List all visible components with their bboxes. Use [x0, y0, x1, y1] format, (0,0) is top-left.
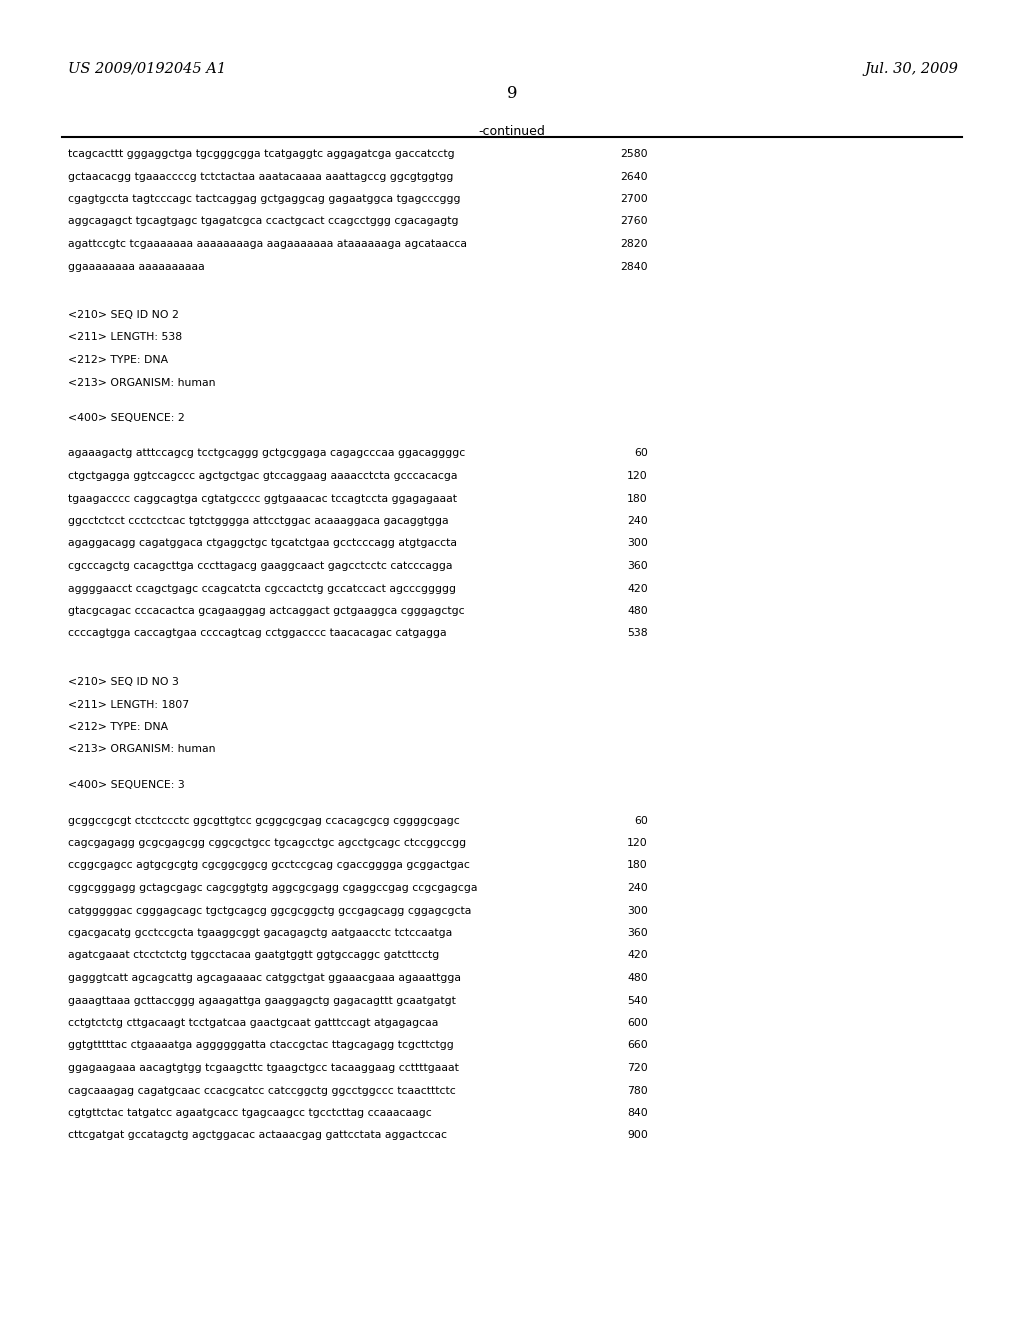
- Text: 840: 840: [628, 1107, 648, 1118]
- Text: aggcagagct tgcagtgagc tgagatcgca ccactgcact ccagcctggg cgacagagtg: aggcagagct tgcagtgagc tgagatcgca ccactgc…: [68, 216, 459, 227]
- Text: 600: 600: [627, 1018, 648, 1028]
- Text: US 2009/0192045 A1: US 2009/0192045 A1: [68, 62, 226, 77]
- Text: agaaagactg atttccagcg tcctgcaggg gctgcggaga cagagcccaa ggacaggggc: agaaagactg atttccagcg tcctgcaggg gctgcgg…: [68, 449, 465, 458]
- Text: 180: 180: [628, 494, 648, 503]
- Text: 2820: 2820: [621, 239, 648, 249]
- Text: ccccagtgga caccagtgaa ccccagtcag cctggacccc taacacagac catgagga: ccccagtgga caccagtgaa ccccagtcag cctggac…: [68, 628, 446, 639]
- Text: cagcaaagag cagatgcaac ccacgcatcc catccggctg ggcctggccc tcaactttctc: cagcaaagag cagatgcaac ccacgcatcc catccgg…: [68, 1085, 456, 1096]
- Text: 120: 120: [628, 838, 648, 847]
- Text: cgtgttctac tatgatcc agaatgcacc tgagcaagcc tgcctcttag ccaaacaagc: cgtgttctac tatgatcc agaatgcacc tgagcaagc…: [68, 1107, 432, 1118]
- Text: <400> SEQUENCE: 2: <400> SEQUENCE: 2: [68, 413, 184, 422]
- Text: 540: 540: [628, 995, 648, 1006]
- Text: 480: 480: [628, 973, 648, 983]
- Text: 2640: 2640: [621, 172, 648, 181]
- Text: 120: 120: [628, 471, 648, 480]
- Text: 9: 9: [507, 84, 517, 102]
- Text: 2760: 2760: [621, 216, 648, 227]
- Text: cgacgacatg gcctccgcta tgaaggcggt gacagagctg aatgaacctc tctccaatga: cgacgacatg gcctccgcta tgaaggcggt gacagag…: [68, 928, 453, 939]
- Text: 300: 300: [627, 906, 648, 916]
- Text: catgggggac cgggagcagc tgctgcagcg ggcgcggctg gccgagcagg cggagcgcta: catgggggac cgggagcagc tgctgcagcg ggcgcgg…: [68, 906, 471, 916]
- Text: agattccgtc tcgaaaaaaa aaaaaaaaga aagaaaaaaa ataaaaaaga agcataacca: agattccgtc tcgaaaaaaa aaaaaaaaga aagaaaa…: [68, 239, 467, 249]
- Text: <213> ORGANISM: human: <213> ORGANISM: human: [68, 378, 215, 388]
- Text: cggcgggagg gctagcgagc cagcggtgtg aggcgcgagg cgaggccgag ccgcgagcga: cggcgggagg gctagcgagc cagcggtgtg aggcgcg…: [68, 883, 477, 894]
- Text: cttcgatgat gccatagctg agctggacac actaaacgag gattcctata aggactccac: cttcgatgat gccatagctg agctggacac actaaac…: [68, 1130, 447, 1140]
- Text: 300: 300: [627, 539, 648, 549]
- Text: ggagaagaaa aacagtgtgg tcgaagcttc tgaagctgcc tacaaggaag ccttttgaaat: ggagaagaaa aacagtgtgg tcgaagcttc tgaagct…: [68, 1063, 459, 1073]
- Text: tcagcacttt gggaggctga tgcgggcgga tcatgaggtc aggagatcga gaccatcctg: tcagcacttt gggaggctga tgcgggcgga tcatgag…: [68, 149, 455, 158]
- Text: cctgtctctg cttgacaagt tcctgatcaa gaactgcaat gatttccagt atgagagcaa: cctgtctctg cttgacaagt tcctgatcaa gaactgc…: [68, 1018, 438, 1028]
- Text: ggcctctcct ccctcctcac tgtctgggga attcctggac acaaaggaca gacaggtgga: ggcctctcct ccctcctcac tgtctgggga attcctg…: [68, 516, 449, 525]
- Text: <212> TYPE: DNA: <212> TYPE: DNA: [68, 722, 168, 733]
- Text: gcggccgcgt ctcctccctc ggcgttgtcc gcggcgcgag ccacagcgcg cggggcgagc: gcggccgcgt ctcctccctc ggcgttgtcc gcggcgc…: [68, 816, 460, 825]
- Text: ccggcgagcc agtgcgcgtg cgcggcggcg gcctccgcag cgaccgggga gcggactgac: ccggcgagcc agtgcgcgtg cgcggcggcg gcctccg…: [68, 861, 470, 870]
- Text: Jul. 30, 2009: Jul. 30, 2009: [864, 62, 958, 77]
- Text: ggaaaaaaaa aaaaaaaaaa: ggaaaaaaaa aaaaaaaaaa: [68, 261, 205, 272]
- Text: 240: 240: [628, 883, 648, 894]
- Text: 2700: 2700: [621, 194, 648, 205]
- Text: <210> SEQ ID NO 2: <210> SEQ ID NO 2: [68, 310, 179, 319]
- Text: <400> SEQUENCE: 3: <400> SEQUENCE: 3: [68, 780, 184, 789]
- Text: ggtgtttttac ctgaaaatga aggggggatta ctaccgctac ttagcagagg tcgcttctgg: ggtgtttttac ctgaaaatga aggggggatta ctacc…: [68, 1040, 454, 1051]
- Text: 420: 420: [628, 950, 648, 961]
- Text: <211> LENGTH: 1807: <211> LENGTH: 1807: [68, 700, 189, 710]
- Text: <212> TYPE: DNA: <212> TYPE: DNA: [68, 355, 168, 366]
- Text: 660: 660: [628, 1040, 648, 1051]
- Text: cgcccagctg cacagcttga cccttagacg gaaggcaact gagcctcctc catcccagga: cgcccagctg cacagcttga cccttagacg gaaggca…: [68, 561, 453, 572]
- Text: agatcgaaat ctcctctctg tggcctacaa gaatgtggtt ggtgccaggc gatcttcctg: agatcgaaat ctcctctctg tggcctacaa gaatgtg…: [68, 950, 439, 961]
- Text: 480: 480: [628, 606, 648, 616]
- Text: -continued: -continued: [478, 125, 546, 139]
- Text: 538: 538: [628, 628, 648, 639]
- Text: 720: 720: [628, 1063, 648, 1073]
- Text: gagggtcatt agcagcattg agcagaaaac catggctgat ggaaacgaaa agaaattgga: gagggtcatt agcagcattg agcagaaaac catggct…: [68, 973, 461, 983]
- Text: 900: 900: [627, 1130, 648, 1140]
- Text: 180: 180: [628, 861, 648, 870]
- Text: 2840: 2840: [621, 261, 648, 272]
- Text: <211> LENGTH: 538: <211> LENGTH: 538: [68, 333, 182, 342]
- Text: 60: 60: [634, 816, 648, 825]
- Text: 60: 60: [634, 449, 648, 458]
- Text: tgaagacccc caggcagtga cgtatgcccc ggtgaaacac tccagtccta ggagagaaat: tgaagacccc caggcagtga cgtatgcccc ggtgaaa…: [68, 494, 457, 503]
- Text: ctgctgagga ggtccagccc agctgctgac gtccaggaag aaaacctcta gcccacacga: ctgctgagga ggtccagccc agctgctgac gtccagg…: [68, 471, 458, 480]
- Text: gtacgcagac cccacactca gcagaaggag actcaggact gctgaaggca cgggagctgc: gtacgcagac cccacactca gcagaaggag actcagg…: [68, 606, 465, 616]
- Text: 2580: 2580: [621, 149, 648, 158]
- Text: 420: 420: [628, 583, 648, 594]
- Text: 360: 360: [628, 561, 648, 572]
- Text: <210> SEQ ID NO 3: <210> SEQ ID NO 3: [68, 677, 179, 686]
- Text: 240: 240: [628, 516, 648, 525]
- Text: 360: 360: [628, 928, 648, 939]
- Text: cgagtgccta tagtcccagc tactcaggag gctgaggcag gagaatggca tgagcccggg: cgagtgccta tagtcccagc tactcaggag gctgagg…: [68, 194, 461, 205]
- Text: gaaagttaaa gcttaccggg agaagattga gaaggagctg gagacagttt gcaatgatgt: gaaagttaaa gcttaccggg agaagattga gaaggag…: [68, 995, 456, 1006]
- Text: gctaacacgg tgaaaccccg tctctactaa aaatacaaaa aaattagccg ggcgtggtgg: gctaacacgg tgaaaccccg tctctactaa aaataca…: [68, 172, 454, 181]
- Text: aggggaacct ccagctgagc ccagcatcta cgccactctg gccatccact agcccggggg: aggggaacct ccagctgagc ccagcatcta cgccact…: [68, 583, 456, 594]
- Text: cagcgagagg gcgcgagcgg cggcgctgcc tgcagcctgc agcctgcagc ctccggccgg: cagcgagagg gcgcgagcgg cggcgctgcc tgcagcc…: [68, 838, 466, 847]
- Text: 780: 780: [628, 1085, 648, 1096]
- Text: agaggacagg cagatggaca ctgaggctgc tgcatctgaa gcctcccagg atgtgaccta: agaggacagg cagatggaca ctgaggctgc tgcatct…: [68, 539, 457, 549]
- Text: <213> ORGANISM: human: <213> ORGANISM: human: [68, 744, 215, 755]
